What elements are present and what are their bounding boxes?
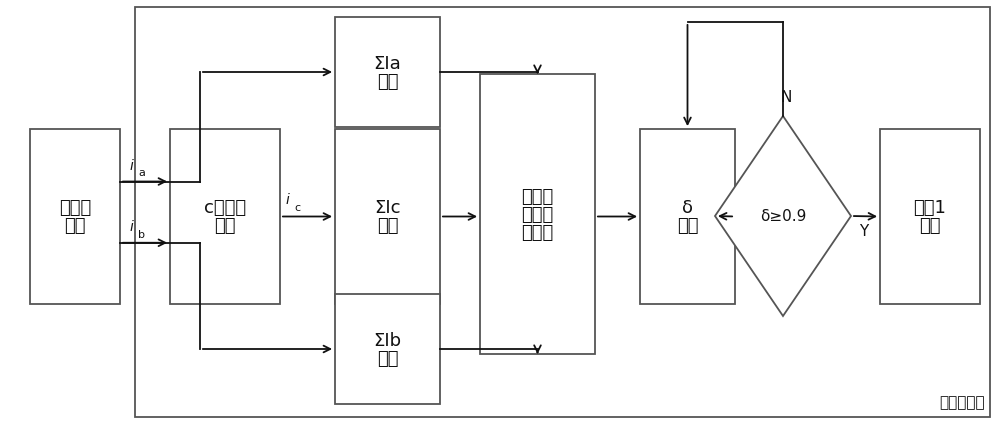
- Text: ΣIc: ΣIc: [374, 199, 401, 217]
- Text: c相电流: c相电流: [204, 199, 246, 217]
- Bar: [335, 130, 440, 304]
- Text: δ: δ: [682, 199, 693, 217]
- Text: 计算: 计算: [377, 217, 398, 235]
- Text: 位置1: 位置1: [914, 199, 946, 217]
- Bar: [335, 294, 440, 404]
- Text: i: i: [130, 158, 134, 172]
- Text: 计算: 计算: [214, 217, 236, 235]
- Text: 传感器: 传感器: [59, 199, 91, 217]
- Text: 计算: 计算: [677, 217, 698, 235]
- Text: b: b: [138, 229, 145, 239]
- Text: 处理器模块: 处理器模块: [939, 394, 985, 409]
- Bar: [480, 75, 595, 354]
- Text: 求取最: 求取最: [521, 224, 554, 241]
- Text: a: a: [138, 168, 145, 178]
- Text: Y: Y: [859, 224, 868, 239]
- Bar: [640, 130, 735, 304]
- Bar: [170, 130, 280, 304]
- Text: ΣIa: ΣIa: [374, 55, 401, 73]
- Text: 大值与: 大值与: [521, 206, 554, 224]
- Text: ΣIb: ΣIb: [373, 331, 402, 349]
- Text: 计算: 计算: [377, 73, 398, 91]
- Text: δ≥0.9: δ≥0.9: [760, 209, 806, 224]
- Text: N: N: [780, 90, 792, 105]
- Bar: [335, 18, 440, 128]
- Polygon shape: [715, 117, 851, 316]
- Text: i: i: [130, 219, 134, 233]
- Text: 标志: 标志: [919, 217, 941, 235]
- Bar: [135, 8, 990, 417]
- Bar: [880, 130, 980, 304]
- Text: 电流: 电流: [64, 217, 86, 235]
- Text: i: i: [286, 193, 290, 207]
- Text: 计算: 计算: [377, 349, 398, 367]
- Bar: [30, 130, 120, 304]
- Text: 最小值: 最小值: [521, 187, 554, 206]
- Text: c: c: [294, 203, 300, 213]
